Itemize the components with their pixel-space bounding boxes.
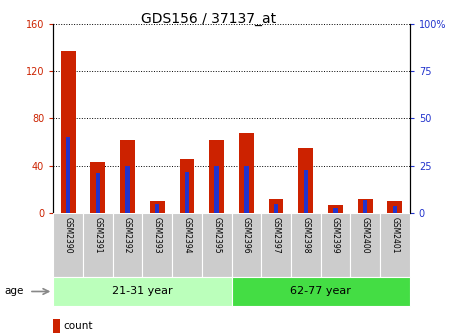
Text: GSM2394: GSM2394 [182,217,191,253]
Text: GSM2399: GSM2399 [331,217,340,253]
Bar [150,202,165,213]
Text: GSM2392: GSM2392 [123,217,132,253]
Bar [333,208,338,213]
Bar [304,170,308,213]
Bar [209,140,224,213]
Bar [350,213,380,277]
Text: GSM2390: GSM2390 [63,217,73,253]
Bar [202,213,232,277]
Bar [180,159,194,213]
Bar [393,206,397,213]
Bar [239,133,254,213]
Text: GSM2400: GSM2400 [361,217,369,253]
Bar [113,213,143,277]
Bar [244,166,249,213]
Bar [120,140,135,213]
Text: GSM2397: GSM2397 [272,217,281,253]
Text: 62-77 year: 62-77 year [290,287,351,296]
Text: age: age [5,287,24,296]
Bar [232,213,261,277]
Bar [291,213,320,277]
Bar [125,166,130,213]
Bar [143,213,172,277]
Text: 21-31 year: 21-31 year [112,287,173,296]
Bar [363,200,368,213]
Text: GSM2398: GSM2398 [301,217,310,253]
Bar [232,277,410,306]
Bar [90,162,105,213]
Bar [83,213,113,277]
Bar [274,204,278,213]
Bar [53,277,232,306]
Text: count: count [63,321,93,331]
Bar [388,202,402,213]
Bar [61,51,75,213]
Text: GSM2393: GSM2393 [153,217,162,253]
Bar [185,172,189,213]
Bar [261,213,291,277]
Bar [214,166,219,213]
Text: GSM2395: GSM2395 [212,217,221,253]
Bar [358,199,373,213]
Bar [328,205,343,213]
Text: GDS156 / 37137_at: GDS156 / 37137_at [141,12,276,26]
Text: GSM2401: GSM2401 [390,217,400,253]
Bar [320,213,350,277]
Bar [95,173,100,213]
Bar [53,213,83,277]
Bar [66,137,70,213]
Text: GSM2396: GSM2396 [242,217,251,253]
Bar [172,213,202,277]
Text: GSM2391: GSM2391 [94,217,102,253]
Bar [155,204,159,213]
Bar [298,148,313,213]
Bar [380,213,410,277]
Bar [269,199,283,213]
